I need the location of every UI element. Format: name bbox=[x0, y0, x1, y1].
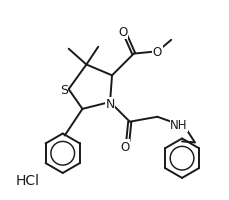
Text: S: S bbox=[60, 83, 68, 96]
Text: O: O bbox=[153, 46, 162, 59]
Text: HCl: HCl bbox=[15, 173, 39, 187]
Text: NH: NH bbox=[170, 119, 188, 131]
Text: O: O bbox=[118, 26, 128, 39]
Text: O: O bbox=[120, 140, 129, 153]
Text: N: N bbox=[105, 98, 115, 111]
